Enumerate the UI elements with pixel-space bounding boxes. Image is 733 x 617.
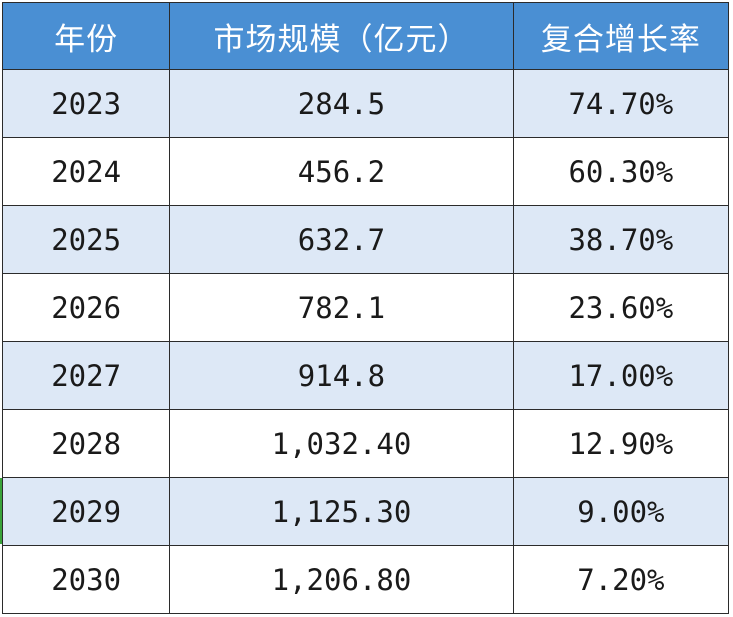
- header-market-size: 市场规模（亿元）: [169, 2, 514, 70]
- cell-year: 2029: [1, 477, 171, 546]
- selection-edge-mark: [0, 478, 2, 544]
- cell-market-size: 1,032.40: [169, 409, 514, 478]
- cell-year: 2028: [1, 409, 171, 478]
- cell-market-size: 1,206.80: [169, 545, 514, 614]
- cell-market-size: 914.8: [169, 341, 514, 410]
- header-year: 年份: [1, 2, 171, 70]
- cell-market-size: 1,125.30: [169, 477, 514, 546]
- table-row: 2026 782.1 23.60%: [1, 273, 730, 342]
- cell-growth-rate: 38.70%: [512, 205, 730, 274]
- table-row: 2024 456.2 60.30%: [1, 137, 730, 206]
- cell-market-size: 632.7: [169, 205, 514, 274]
- cell-market-size: 284.5: [169, 69, 514, 138]
- cell-year: 2024: [1, 137, 171, 206]
- cell-year: 2030: [1, 545, 171, 614]
- cell-year: 2026: [1, 273, 171, 342]
- table-row: 2029 1,125.30 9.00%: [1, 477, 730, 546]
- table-row: 2025 632.7 38.70%: [1, 205, 730, 274]
- cell-growth-rate: 9.00%: [512, 477, 730, 546]
- cell-market-size: 456.2: [169, 137, 514, 206]
- cell-year: 2025: [1, 205, 171, 274]
- cell-growth-rate: 17.00%: [512, 341, 730, 410]
- cell-market-size: 782.1: [169, 273, 514, 342]
- cell-growth-rate: 60.30%: [512, 137, 730, 206]
- cell-growth-rate: 74.70%: [512, 69, 730, 138]
- header-growth-rate: 复合增长率: [512, 2, 730, 70]
- table-row: 2030 1,206.80 7.20%: [1, 545, 730, 614]
- cell-year: 2027: [1, 341, 171, 410]
- cell-growth-rate: 23.60%: [512, 273, 730, 342]
- table-row: 2027 914.8 17.00%: [1, 341, 730, 410]
- table-row: 2028 1,032.40 12.90%: [1, 409, 730, 478]
- cell-growth-rate: 7.20%: [512, 545, 730, 614]
- header-row: 年份 市场规模（亿元） 复合增长率: [1, 2, 730, 70]
- cell-growth-rate: 12.90%: [512, 409, 730, 478]
- table-row: 2023 284.5 74.70%: [1, 69, 730, 138]
- cell-year: 2023: [1, 69, 171, 138]
